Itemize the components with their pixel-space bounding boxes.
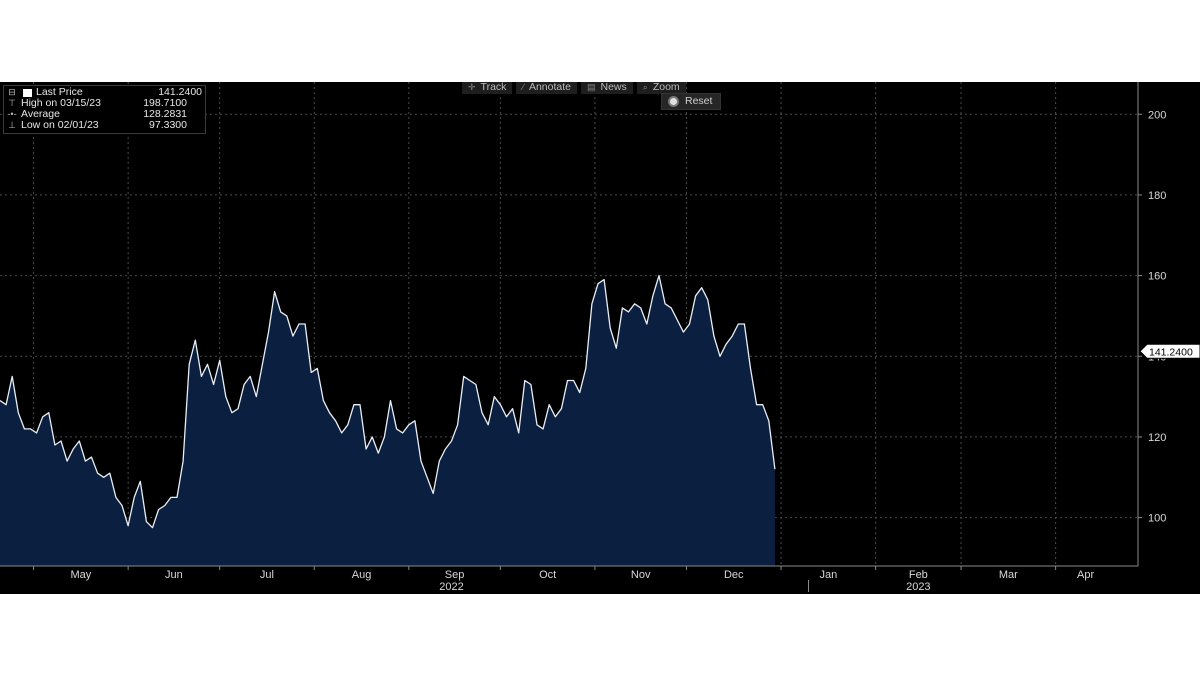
last-price-tag-label: 141.2400 [1149,346,1193,358]
high-marker-icon: ⊤ [8,98,16,108]
year-label: 2023 [906,581,930,593]
year-label: 2022 [439,581,463,593]
y-tick-label: 120 [1148,432,1166,444]
chart-toolbar: ✛ Track ∕ Annotate ▤ News ⌕ Zoom [462,82,686,94]
x-tick-label: Dec [724,569,744,581]
x-tick-label: Sep [445,569,465,581]
zoom-label: Zoom [652,81,680,93]
last-price-tag [1139,343,1200,359]
annotate-label: Annotate [528,81,571,93]
pencil-icon: ∕ [522,82,524,92]
track-label: Track [480,81,507,93]
x-tick-label: Oct [539,569,556,581]
expand-icon[interactable]: ⊟ [8,87,16,97]
x-tick-label: Nov [631,569,651,581]
y-tick-label: 160 [1148,271,1166,283]
y-tick-label: 100 [1148,513,1166,525]
annotate-button[interactable]: ∕ Annotate [516,82,577,94]
legend-value: 141.2400 [158,86,202,98]
legend: ⊟ Last Price 141.2400 ⊤ High on 03/15/23… [3,85,206,134]
x-tick-label: Aug [352,569,372,581]
legend-value: 97.3300 [149,119,187,131]
reset-button[interactable]: Reset [661,93,722,110]
legend-row-high[interactable]: ⊤ High on 03/15/23 198.7100 [6,98,202,109]
track-button[interactable]: ✛ Track [462,81,513,94]
legend-value: 128.2831 [143,108,187,120]
x-tick-label: Jun [165,569,183,581]
y-tick-label: 180 [1148,190,1166,202]
legend-value: 198.7100 [143,97,187,109]
x-tick-label: Jul [260,569,274,581]
x-tick-label: Apr [1077,569,1094,581]
zoom-button[interactable]: ⌕ Zoom [636,81,686,94]
reset-label: Reset [685,95,713,107]
low-marker-icon: ⊥ [8,120,16,130]
legend-name: High on 03/15/23 [21,97,101,109]
chart-panel: 100120140160180200MayJunJulAugSepOctNovD… [0,82,1200,594]
price-chart: 100120140160180200MayJunJulAugSepOctNovD… [0,82,1200,593]
crosshair-icon: ✛ [468,82,476,92]
average-marker-icon: -•- [7,109,17,119]
x-tick-label: Jan [819,569,837,581]
legend-row-average[interactable]: -•- Average 128.2831 [6,109,202,120]
reset-icon [668,95,679,107]
news-button[interactable]: ▤ News [580,81,633,94]
news-icon: ▤ [586,82,596,92]
legend-row-last-price[interactable]: ⊟ Last Price 141.2400 [6,87,202,98]
price-line [0,274,776,529]
legend-name: Last Price [36,86,83,98]
last-price-swatch [23,88,32,97]
magnifier-icon: ⌕ [642,82,648,92]
x-tick-label: Feb [909,569,928,581]
legend-row-low[interactable]: ⊥ Low on 02/01/23 97.3300 [6,120,202,131]
legend-name: Low on 02/01/23 [21,119,99,131]
news-label: News [600,81,627,93]
y-tick-label: 200 [1148,109,1166,121]
legend-name: Average [21,108,60,120]
x-tick-label: May [70,569,91,581]
x-tick-label: Mar [999,569,1018,581]
